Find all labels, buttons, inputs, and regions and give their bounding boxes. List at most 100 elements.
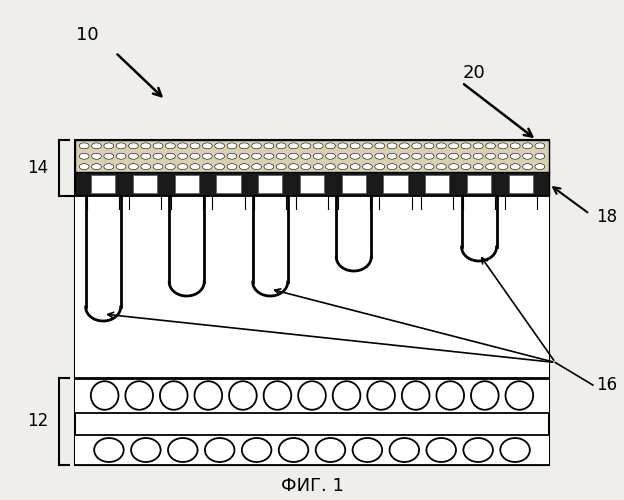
Ellipse shape [276,164,286,170]
Ellipse shape [276,143,286,149]
Ellipse shape [279,438,308,462]
Ellipse shape [104,154,114,159]
Ellipse shape [240,154,249,159]
Ellipse shape [412,164,422,170]
Ellipse shape [387,164,397,170]
Ellipse shape [505,381,533,410]
Ellipse shape [412,154,422,159]
Ellipse shape [178,154,188,159]
Ellipse shape [436,381,464,410]
Ellipse shape [215,143,225,149]
Ellipse shape [326,164,336,170]
Bar [75,140,549,465]
Ellipse shape [350,164,360,170]
Bar [75,435,549,465]
Ellipse shape [251,143,261,149]
Ellipse shape [498,143,508,149]
Ellipse shape [125,381,153,410]
Ellipse shape [535,164,545,170]
Ellipse shape [129,143,139,149]
Ellipse shape [424,154,434,159]
Ellipse shape [436,164,446,170]
Ellipse shape [190,143,200,149]
Ellipse shape [313,164,323,170]
Bar [425,176,449,193]
Bar [75,172,549,196]
Ellipse shape [474,143,483,149]
Bar [175,176,199,193]
Ellipse shape [202,143,212,149]
Text: 14: 14 [27,159,48,177]
Ellipse shape [436,143,446,149]
Bar [133,176,157,193]
Ellipse shape [333,381,361,410]
Ellipse shape [251,164,261,170]
Text: ФИГ. 1: ФИГ. 1 [281,477,343,495]
Bar [217,176,241,193]
Ellipse shape [129,164,139,170]
Bar [75,140,549,172]
Ellipse shape [387,154,397,159]
Ellipse shape [326,154,336,159]
Ellipse shape [288,143,298,149]
Ellipse shape [485,164,495,170]
Ellipse shape [485,154,495,159]
Ellipse shape [350,143,360,149]
Ellipse shape [104,143,114,149]
Text: 12: 12 [27,412,48,430]
Bar [258,176,282,193]
Ellipse shape [165,143,175,149]
Ellipse shape [264,154,274,159]
Bar [91,176,115,193]
Ellipse shape [79,143,89,149]
Ellipse shape [79,164,89,170]
Text: 18: 18 [596,208,617,226]
Ellipse shape [402,381,429,410]
Ellipse shape [141,154,150,159]
Ellipse shape [375,164,384,170]
Ellipse shape [141,143,150,149]
Ellipse shape [350,154,360,159]
Ellipse shape [240,164,249,170]
Ellipse shape [263,381,291,410]
Ellipse shape [215,154,225,159]
Ellipse shape [168,438,198,462]
Ellipse shape [461,154,471,159]
Ellipse shape [160,381,188,410]
Ellipse shape [205,438,235,462]
Text: 16: 16 [596,376,617,394]
Ellipse shape [264,143,274,149]
Ellipse shape [461,164,471,170]
Ellipse shape [301,143,311,149]
Ellipse shape [471,381,499,410]
Ellipse shape [153,164,163,170]
Ellipse shape [229,381,256,410]
Bar [75,378,549,412]
Ellipse shape [449,143,459,149]
Ellipse shape [375,154,384,159]
Ellipse shape [240,143,249,149]
Ellipse shape [412,143,422,149]
Ellipse shape [368,381,395,410]
Ellipse shape [165,154,175,159]
Ellipse shape [79,154,89,159]
Ellipse shape [227,154,237,159]
Ellipse shape [426,438,456,462]
Ellipse shape [165,164,175,170]
Ellipse shape [91,381,119,410]
Ellipse shape [153,154,163,159]
Ellipse shape [264,164,274,170]
Ellipse shape [510,154,520,159]
Ellipse shape [190,164,200,170]
Ellipse shape [195,381,222,410]
Ellipse shape [535,154,545,159]
Ellipse shape [399,154,409,159]
Bar [509,176,533,193]
Ellipse shape [92,143,101,149]
Ellipse shape [202,154,212,159]
Ellipse shape [116,164,126,170]
Ellipse shape [129,154,139,159]
Ellipse shape [522,154,532,159]
Ellipse shape [92,154,101,159]
Ellipse shape [449,154,459,159]
